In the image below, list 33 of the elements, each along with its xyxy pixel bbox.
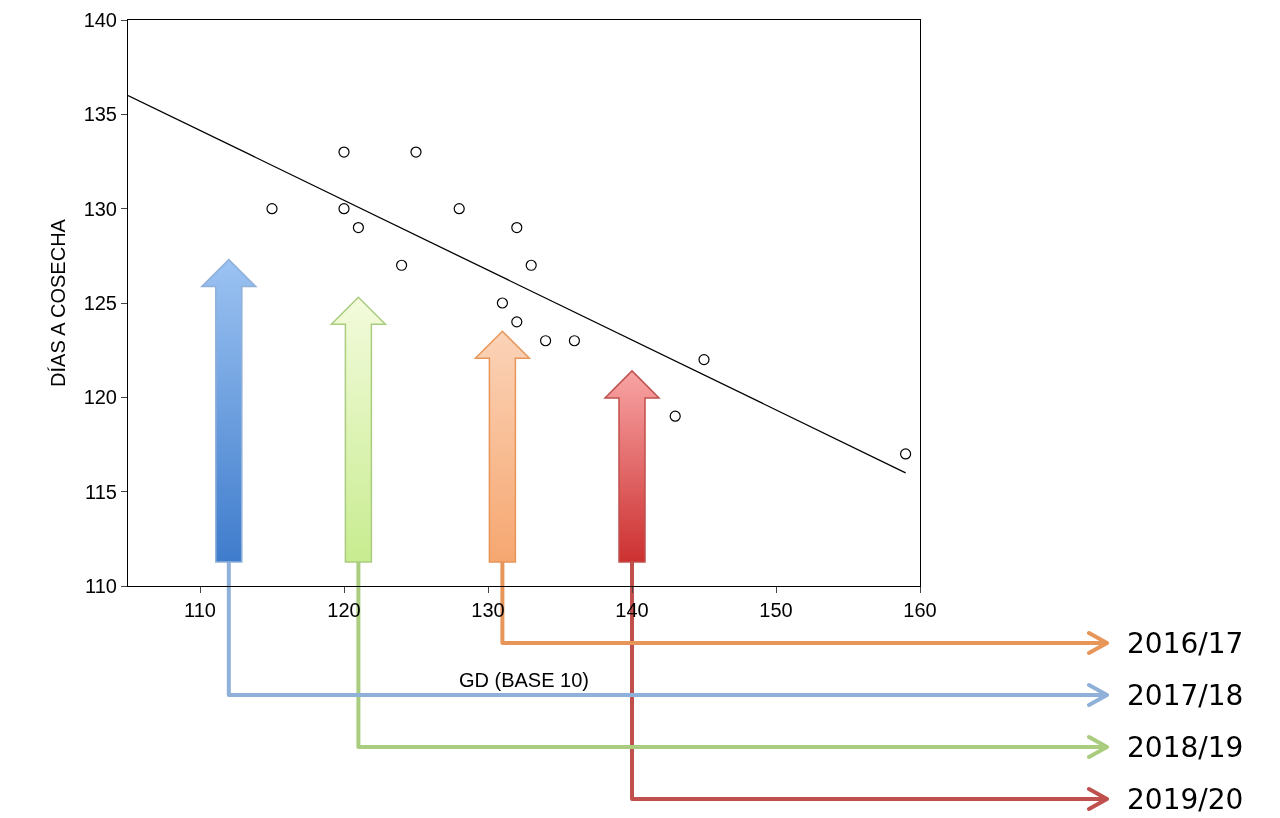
point <box>511 316 523 328</box>
y-tick-label: 125 <box>83 292 117 314</box>
point <box>338 146 350 158</box>
point <box>453 203 465 215</box>
point <box>410 146 422 158</box>
point <box>900 448 912 460</box>
x-axis-title: GD (BASE 10) <box>458 668 590 691</box>
y-tick-label: 130 <box>83 197 117 220</box>
point <box>669 410 681 422</box>
text: 2017/18 <box>1127 679 1244 712</box>
y-axis-title: DÍAS A COSECHA <box>47 218 70 387</box>
point <box>338 203 350 215</box>
point <box>525 259 537 271</box>
x-tick-label: 150 <box>759 599 793 621</box>
y-tick-label: 120 <box>83 386 117 409</box>
point <box>352 221 364 234</box>
point <box>568 335 580 347</box>
y-tick-label: 110 <box>85 575 117 597</box>
text: 2018/19 <box>1127 731 1244 764</box>
y-tick-label: 140 <box>83 9 117 31</box>
y-tick-label: 135 <box>83 103 117 126</box>
point <box>396 259 408 271</box>
point <box>540 335 552 347</box>
point <box>511 221 523 234</box>
point <box>266 203 278 215</box>
text: 2019/20 <box>1127 783 1244 816</box>
x-tick-label: 110 <box>184 599 216 621</box>
point <box>698 354 710 366</box>
x-tick-label: 120 <box>327 599 361 621</box>
y-tick-label: 115 <box>85 480 117 503</box>
x-tick-label: 160 <box>903 599 937 621</box>
point <box>496 297 508 309</box>
text: 2016/17 <box>1127 627 1244 660</box>
